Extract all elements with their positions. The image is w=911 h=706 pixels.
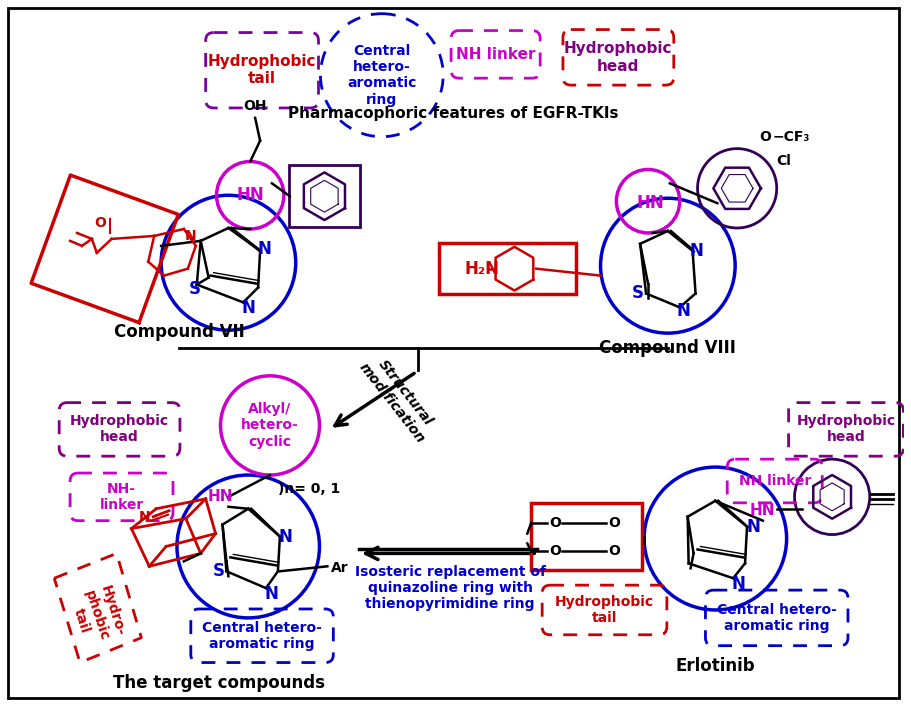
Text: N: N	[690, 242, 703, 260]
Text: O: O	[609, 515, 620, 530]
Text: OH: OH	[243, 99, 267, 113]
Text: Compound VIII: Compound VIII	[599, 339, 736, 357]
Text: O: O	[549, 544, 561, 558]
Text: Central
hetero-
aromatic
ring: Central hetero- aromatic ring	[347, 44, 416, 107]
Text: −CF₃: −CF₃	[773, 130, 810, 144]
Text: N: N	[279, 527, 292, 546]
Text: Hydrophobic
head: Hydrophobic head	[796, 414, 896, 445]
Text: HN: HN	[636, 194, 664, 213]
Text: NH-
linker: NH- linker	[99, 481, 144, 512]
Text: HN: HN	[750, 503, 775, 518]
Text: Hydrophobic
tail: Hydrophobic tail	[208, 54, 316, 86]
Text: Cl: Cl	[777, 153, 792, 167]
Text: Isosteric replacement of
quinazoline ring with
thienopyrimidine ring: Isosteric replacement of quinazoline rin…	[354, 565, 546, 611]
Text: )n= 0, 1: )n= 0, 1	[279, 482, 341, 496]
Text: Pharmacophoric features of EGFR-TKIs: Pharmacophoric features of EGFR-TKIs	[288, 107, 619, 121]
Text: O: O	[609, 544, 620, 558]
Text: HN: HN	[236, 186, 264, 204]
Text: Hydrophobic
tail: Hydrophobic tail	[555, 595, 654, 625]
Text: N: N	[257, 240, 271, 258]
Text: S: S	[632, 285, 644, 302]
Bar	[439, 243, 576, 294]
Bar	[289, 165, 360, 227]
Text: O: O	[94, 216, 106, 230]
Text: Erlotinib: Erlotinib	[676, 657, 755, 674]
Text: Structural
modification: Structural modification	[357, 350, 441, 445]
Text: NH linker: NH linker	[739, 474, 811, 488]
Text: Alkyl/
hetero-
cyclic: Alkyl/ hetero- cyclic	[241, 402, 299, 448]
Text: O: O	[759, 130, 771, 144]
Text: N: N	[185, 229, 197, 243]
Text: N: N	[746, 517, 760, 536]
Text: Hydrophobic
head: Hydrophobic head	[564, 41, 672, 73]
Text: N: N	[138, 510, 150, 524]
Text: N: N	[732, 575, 745, 593]
Text: N: N	[241, 299, 255, 318]
Text: NH linker: NH linker	[456, 47, 536, 62]
Text: O: O	[549, 515, 561, 530]
Text: S: S	[189, 280, 200, 297]
Text: Central hetero-
aromatic ring: Central hetero- aromatic ring	[717, 603, 836, 633]
Text: The target compounds: The target compounds	[113, 674, 324, 693]
Text: HN: HN	[208, 489, 233, 504]
Text: N: N	[264, 585, 278, 603]
Text: S: S	[212, 562, 224, 580]
Text: Ar: Ar	[331, 561, 348, 575]
Bar	[531, 503, 642, 570]
Text: Hydrophobic
head: Hydrophobic head	[70, 414, 169, 445]
Text: Central hetero-
aromatic ring: Central hetero- aromatic ring	[202, 621, 322, 651]
Text: H₂N: H₂N	[465, 260, 500, 277]
Text: Compound VII: Compound VII	[114, 323, 244, 341]
Text: Hydro-
phobic
tail: Hydro- phobic tail	[67, 584, 127, 648]
Text: N: N	[677, 302, 691, 321]
